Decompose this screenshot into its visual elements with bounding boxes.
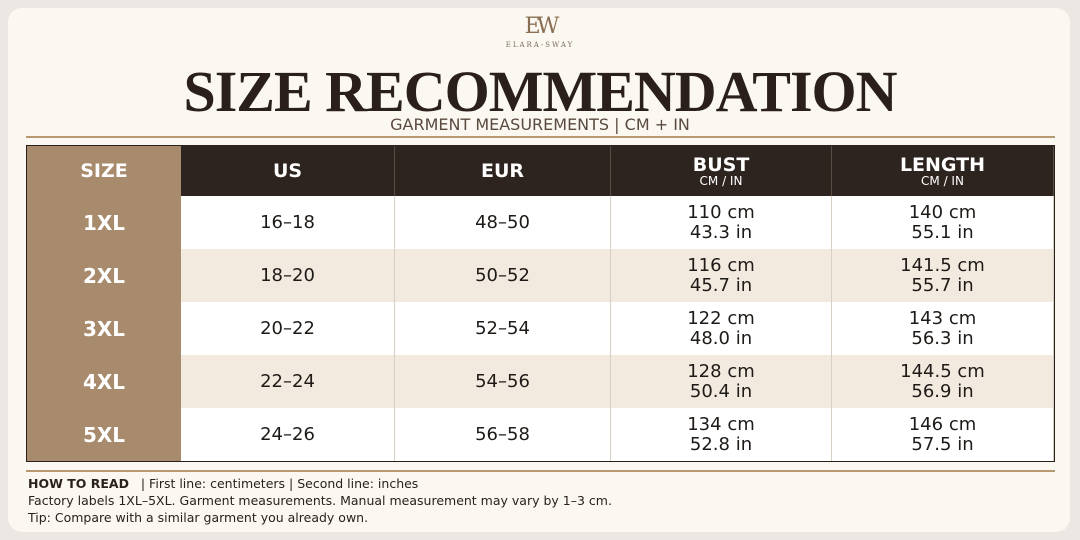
cell-line: 57.5 in bbox=[911, 433, 974, 455]
table-cell: 50–52 bbox=[395, 249, 611, 302]
cell-text: 24–26 bbox=[260, 423, 315, 445]
header-cell: SIZE bbox=[27, 146, 181, 196]
cell-text: 22–24 bbox=[260, 370, 315, 392]
how-text: | First line: centimeters | Second line:… bbox=[140, 476, 419, 491]
size-cell: 4XL bbox=[27, 355, 181, 408]
cell-text: 16–18 bbox=[260, 211, 315, 233]
cell-line: 52.8 in bbox=[689, 433, 753, 455]
header-cell: BUST CM / IN bbox=[611, 146, 832, 196]
table-cell: 54–56 bbox=[395, 355, 611, 408]
cell-line: 50.4 in bbox=[689, 380, 753, 402]
table-cell: 116 cm 45.7 in bbox=[611, 249, 832, 302]
cell-line: 143 cm bbox=[908, 307, 977, 329]
cell-text: 1XL bbox=[82, 210, 126, 235]
header-label: SIZE bbox=[80, 160, 128, 182]
cell-line: 116 cm bbox=[687, 254, 755, 276]
table-cell: 122 cm 48.0 in bbox=[611, 302, 832, 355]
title: SIZE RECOMMENDATION bbox=[183, 59, 897, 124]
cell-line: 144.5 cm bbox=[900, 360, 985, 382]
table-cell: 128 cm 50.4 in bbox=[611, 355, 832, 408]
header-cell: EUR bbox=[395, 146, 611, 196]
table-cell: 24–26 bbox=[181, 408, 395, 461]
cell-text: 48–50 bbox=[475, 211, 530, 233]
cell-text: 50–52 bbox=[475, 264, 530, 286]
brand-name: ELARA-SWAY bbox=[505, 41, 575, 49]
cell-line: 122 cm bbox=[687, 307, 755, 329]
size-cell: 1XL bbox=[27, 196, 181, 249]
header-sublabel: CM / IN bbox=[699, 174, 743, 188]
cell-line: 55.1 in bbox=[911, 221, 974, 243]
how-label: HOW TO READ bbox=[28, 476, 129, 491]
table-cell: 141.5 cm 55.7 in bbox=[832, 249, 1054, 302]
header-label: BUST bbox=[692, 154, 750, 176]
cell-text: 56–58 bbox=[475, 423, 530, 445]
header-cell: LENGTH CM / IN bbox=[832, 146, 1054, 196]
cell-line: 140 cm bbox=[908, 201, 977, 223]
cell-line: 134 cm bbox=[687, 413, 755, 435]
logo-monogram: EW bbox=[524, 14, 560, 39]
cell-line: 56.9 in bbox=[911, 380, 974, 402]
divider bbox=[26, 470, 1055, 472]
cell-line: 48.0 in bbox=[689, 327, 753, 349]
cell-line: 110 cm bbox=[687, 201, 755, 223]
cell-text: 54–56 bbox=[475, 370, 530, 392]
table-cell: 134 cm 52.8 in bbox=[611, 408, 832, 461]
cell-text: 3XL bbox=[82, 316, 126, 341]
table-cell: 52–54 bbox=[395, 302, 611, 355]
how-to-read: HOW TO READ | First line: centimeters | … bbox=[28, 476, 418, 491]
size-cell: 2XL bbox=[27, 249, 181, 302]
size-table: SIZE US EUR BUST CM / IN LENGTH CM / IN 1XL 16–1… bbox=[26, 145, 1055, 462]
subtitle: GARMENT MEASUREMENTS | CM + IN bbox=[390, 115, 690, 134]
cell-text: 2XL bbox=[82, 263, 126, 288]
cell-line: 146 cm bbox=[908, 413, 977, 435]
cell-line: 141.5 cm bbox=[900, 254, 985, 276]
table-cell: 56–58 bbox=[395, 408, 611, 461]
cell-line: 45.7 in bbox=[689, 274, 753, 296]
table-cell: 20–22 bbox=[181, 302, 395, 355]
table-cell: 18–20 bbox=[181, 249, 395, 302]
header-label: EUR bbox=[480, 160, 525, 182]
cell-text: 4XL bbox=[82, 369, 126, 394]
table-cell: 22–24 bbox=[181, 355, 395, 408]
table-cell: 143 cm 56.3 in bbox=[832, 302, 1054, 355]
header-label: LENGTH bbox=[899, 154, 986, 176]
header-label: US bbox=[272, 160, 303, 182]
size-cell: 3XL bbox=[27, 302, 181, 355]
header-cell: US bbox=[181, 146, 395, 196]
table-cell: 48–50 bbox=[395, 196, 611, 249]
cell-text: 5XL bbox=[82, 422, 126, 447]
table-cell: 110 cm 43.3 in bbox=[611, 196, 832, 249]
cell-text: 18–20 bbox=[260, 264, 315, 286]
cell-text: 20–22 bbox=[260, 317, 315, 339]
table-cell: 144.5 cm 56.9 in bbox=[832, 355, 1054, 408]
cell-line: 128 cm bbox=[687, 360, 755, 382]
size-cell: 5XL bbox=[27, 408, 181, 461]
header-sublabel: CM / IN bbox=[921, 174, 964, 188]
table-cell: 140 cm 55.1 in bbox=[832, 196, 1054, 249]
divider bbox=[26, 136, 1055, 138]
cell-line: 55.7 in bbox=[911, 274, 974, 296]
tip: Tip: Compare with a similar garment you … bbox=[28, 510, 369, 525]
table-cell: 16–18 bbox=[181, 196, 395, 249]
note: Factory labels 1XL–5XL. Garment measurem… bbox=[28, 493, 612, 508]
table-cell: 146 cm 57.5 in bbox=[832, 408, 1054, 461]
cell-text: 52–54 bbox=[475, 317, 530, 339]
cell-line: 56.3 in bbox=[911, 327, 974, 349]
cell-line: 43.3 in bbox=[689, 221, 753, 243]
